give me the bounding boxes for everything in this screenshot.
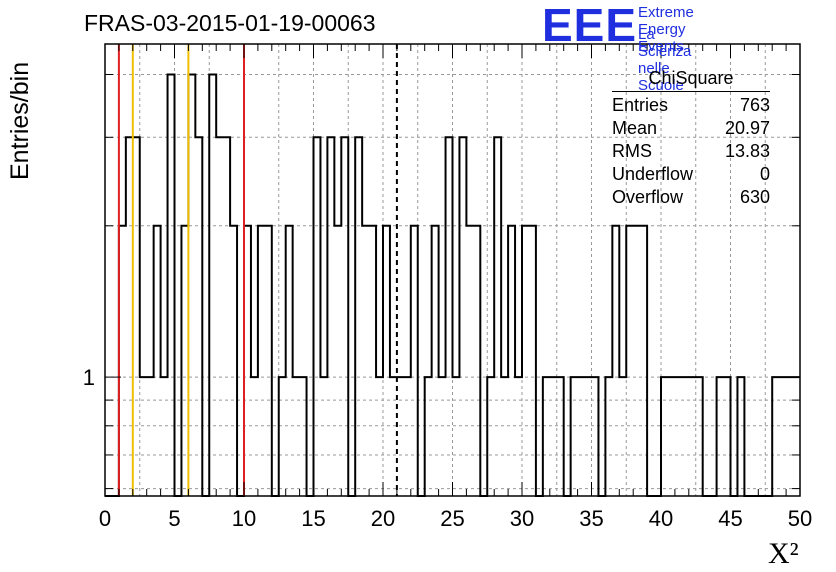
stats-row-rms: RMS 13.83 <box>612 140 770 163</box>
stats-row-mean: Mean 20.97 <box>612 117 770 140</box>
logo-line-2: La Scienza nelle Scuole <box>638 26 692 94</box>
stats-label: RMS <box>612 141 652 161</box>
logo-line-1: Extreme Energy Events <box>638 4 694 55</box>
stats-value: 0 <box>759 164 770 184</box>
stats-value: 763 <box>739 95 770 115</box>
logo-mark: EEE <box>542 0 638 51</box>
x-tick-label: 20 <box>371 506 395 531</box>
stats-label: Overflow <box>612 187 684 207</box>
stats-label: Mean <box>612 118 658 138</box>
stats-value: 630 <box>739 187 770 207</box>
x-tick-label: 45 <box>718 506 742 531</box>
y-axis-label: Entries/bin <box>6 61 34 180</box>
x-tick-label: 25 <box>440 506 464 531</box>
stats-label: Underflow <box>612 164 694 184</box>
x-tick-label: 10 <box>232 506 256 531</box>
stats-title: ChiSquare <box>612 68 770 92</box>
x-tick-label: 40 <box>649 506 673 531</box>
stats-value: 20.97 <box>724 118 770 138</box>
y-tick-label: 1 <box>83 365 95 390</box>
stats-box: ChiSquare Entries 763 Mean 20.97 RMS 13.… <box>612 68 770 209</box>
stats-row-overflow: Overflow 630 <box>612 186 770 209</box>
stats-label: Entries <box>612 95 669 115</box>
x-tick-label: 30 <box>510 506 534 531</box>
x-tick-label: 0 <box>99 506 111 531</box>
x-axis-label: X² <box>768 537 799 570</box>
stats-row-underflow: Underflow 0 <box>612 163 770 186</box>
x-tick-label: 35 <box>579 506 603 531</box>
chart-title: FRAS-03-2015-01-19-00063 <box>84 10 376 36</box>
x-tick-label: 15 <box>301 506 325 531</box>
x-tick-label: 50 <box>788 506 812 531</box>
stats-row-entries: Entries 763 <box>612 94 770 117</box>
stats-value: 13.83 <box>724 141 770 161</box>
x-tick-label: 5 <box>168 506 180 531</box>
